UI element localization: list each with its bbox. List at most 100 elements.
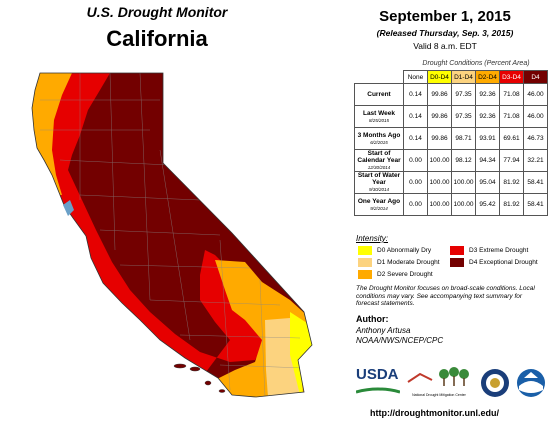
table-cell: 0.14 <box>403 83 428 106</box>
valid-time: Valid 8 a.m. EDT <box>413 41 477 51</box>
row-label-text: Start of Water Year <box>357 172 401 186</box>
row-label: 3 Months Ago 6/2/2015 <box>354 127 404 150</box>
legend-item-d0: D0 Abnormally Dry <box>358 246 431 255</box>
col-header: D2-D4 <box>475 70 500 84</box>
table-cell: 100.00 <box>427 171 452 194</box>
ndmc-trees-icon <box>407 367 469 386</box>
legend-item-d3: D3 Extreme Drought <box>450 246 528 255</box>
row-label-date: 9/30/2014 <box>368 187 390 192</box>
author-org: NOAA/NWS/NCEP/CPC <box>356 336 444 345</box>
legend-item-d2: D2 Severe Drought <box>358 270 433 279</box>
table-cell: 92.36 <box>475 105 500 128</box>
blank-header <box>355 71 404 84</box>
ndmc-text: National Drought Mitigation Center <box>412 393 466 397</box>
table-row: Last Week 8/25/2015 0.14 99.86 97.35 92.3… <box>354 105 548 128</box>
table-cell: 99.86 <box>427 105 452 128</box>
table-cell: 46.00 <box>523 83 548 106</box>
drought-conditions-table: None D0-D4 D1-D4 D2-D4 D3-D4 D4 Current … <box>354 70 548 216</box>
date-heading: September 1, 2015 <box>379 8 511 25</box>
title-line2: California <box>106 26 208 51</box>
legend-swatch <box>450 258 464 267</box>
table-cell: 77.94 <box>499 149 524 172</box>
table-cell: 0.00 <box>403 193 428 216</box>
legend-swatch <box>358 270 372 279</box>
author-heading: Author: <box>356 314 389 324</box>
col-header: D1-D4 <box>451 70 476 84</box>
noaa-logo <box>517 369 545 397</box>
usda-logo: USDA <box>355 366 401 396</box>
table-cell: 94.34 <box>475 149 500 172</box>
row-label-date: 6/2/2015 <box>370 139 388 145</box>
legend-label: D3 Extreme Drought <box>469 247 529 254</box>
col-header: None <box>403 70 428 84</box>
legend-item-d1: D1 Moderate Drought <box>358 258 440 267</box>
legend-swatch <box>358 246 372 255</box>
row-label-text: One Year Ago <box>357 197 401 205</box>
author-block: Anthony Artusa NOAA/NWS/NCEP/CPC <box>356 326 443 346</box>
table-cell: 98.12 <box>451 149 476 172</box>
legend-heading: Intensity: <box>356 234 389 243</box>
table-cell: 0.00 <box>403 171 428 194</box>
row-label: One Year Ago 9/2/2014 <box>354 193 404 216</box>
table-cell: 100.00 <box>451 171 476 194</box>
legend-swatch <box>450 246 464 255</box>
table-cell: 92.36 <box>475 83 500 106</box>
table-cell: 100.00 <box>451 193 476 216</box>
table-cell: 98.71 <box>451 127 476 150</box>
table-row: One Year Ago 9/2/2014 0.00 100.00 100.00 … <box>354 193 548 216</box>
table-row: Start of Calendar Year 12/30/2014 0.00 10… <box>354 149 548 172</box>
legend-label: D2 Severe Drought <box>377 271 433 278</box>
author-name: Anthony Artusa <box>356 326 411 335</box>
table-row: Current 0.14 99.86 97.35 92.36 71.08 46.… <box>354 83 548 106</box>
table-cell: 100.00 <box>427 149 452 172</box>
table-cell: 58.41 <box>523 171 548 194</box>
legend-swatch <box>358 258 372 267</box>
table-cell: 71.08 <box>499 83 524 106</box>
table-cell: 32.21 <box>523 149 548 172</box>
row-label-date: 8/25/2015 <box>368 117 390 123</box>
table-cell: 95.42 <box>475 193 500 216</box>
table-cell: 81.92 <box>499 193 524 216</box>
row-label-text: Last Week <box>362 109 396 117</box>
table-cell: 95.04 <box>475 171 500 194</box>
row-label-text: Start of Calendar Year <box>357 150 401 164</box>
row-label: Start of Calendar Year 12/30/2014 <box>354 149 404 172</box>
table-cell: 58.41 <box>523 193 548 216</box>
table-cell: 69.61 <box>499 127 524 150</box>
table-cell: 0.14 <box>403 127 428 150</box>
table-cell: 46.73 <box>523 127 548 150</box>
legend-item-d4: D4 Exceptional Drought <box>450 258 538 267</box>
legend-label: D4 Exceptional Drought <box>469 259 538 266</box>
table-caption: Drought Conditions (Percent Area) <box>422 60 530 67</box>
table-row: Start of Water Year 9/30/2014 0.00 100.00… <box>354 171 548 194</box>
table-cell: 46.00 <box>523 105 548 128</box>
table-cell: 100.00 <box>427 193 452 216</box>
row-label-text: 3 Months Ago <box>357 131 401 139</box>
row-label: Start of Water Year 9/30/2014 <box>354 171 404 194</box>
table-cell: 97.35 <box>451 83 476 106</box>
released-note: (Released Thursday, Sep. 3, 2015) <box>376 28 514 38</box>
legend-label: D0 Abnormally Dry <box>377 247 432 254</box>
website-link[interactable]: http://droughtmonitor.unl.edu/ <box>370 408 499 418</box>
table-row: 3 Months Ago 6/2/2015 0.14 99.86 98.71 93… <box>354 127 548 150</box>
table-cell: 0.00 <box>403 149 428 172</box>
legend-label: D1 Moderate Drought <box>377 259 440 266</box>
col-header: D4 <box>523 70 548 84</box>
row-label-date: 9/2/2014 <box>370 205 388 211</box>
ndmc-logo: National Drought Mitigation Center <box>406 366 472 398</box>
table-header-row: None D0-D4 D1-D4 D2-D4 D3-D4 D4 <box>355 70 548 84</box>
doc-seal-icon <box>481 369 509 397</box>
title-line1: U.S. Drought Monitor <box>86 4 228 20</box>
table-cell: 97.35 <box>451 105 476 128</box>
col-header: D0-D4 <box>427 70 452 84</box>
row-label-date: 12/30/2014 <box>367 165 391 170</box>
table-cell: 93.91 <box>475 127 500 150</box>
table-cell: 0.14 <box>403 105 428 128</box>
row-label: Current <box>354 83 404 106</box>
table-cell: 81.92 <box>499 171 524 194</box>
table-cell: 99.86 <box>427 127 452 150</box>
row-label: Last Week 8/25/2015 <box>354 105 404 128</box>
drought-note: The Drought Monitor focuses on broad-sca… <box>356 285 535 307</box>
row-label-text: Current <box>367 91 391 98</box>
col-header: D3-D4 <box>499 70 524 84</box>
